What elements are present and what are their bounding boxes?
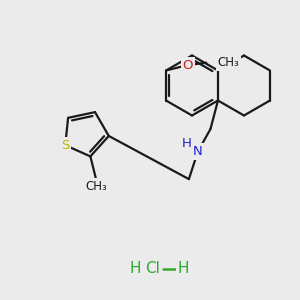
Text: H: H: [129, 261, 141, 276]
Text: H: H: [182, 136, 191, 150]
Text: Cl: Cl: [146, 261, 160, 276]
Text: S: S: [61, 139, 69, 152]
Text: H: H: [177, 261, 189, 276]
Text: CH₃: CH₃: [85, 180, 107, 193]
Text: N: N: [193, 145, 203, 158]
Text: O: O: [182, 58, 193, 72]
Text: CH₃: CH₃: [218, 56, 239, 69]
